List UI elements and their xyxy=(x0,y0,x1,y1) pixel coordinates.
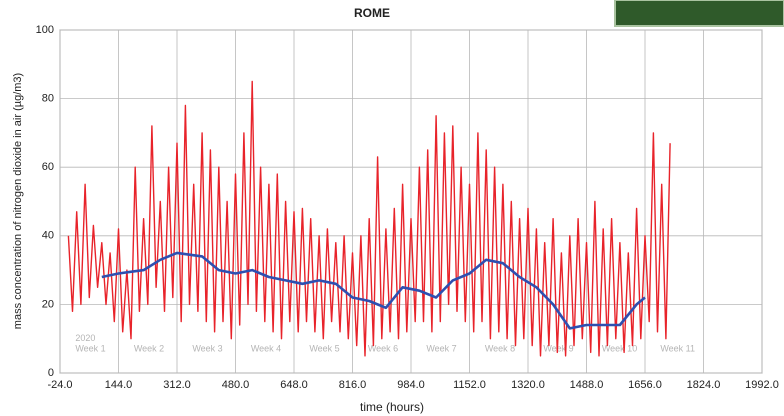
x-tick-label: 816.0 xyxy=(339,379,367,391)
x-tick-label: 1488.0 xyxy=(570,379,604,391)
annotation: Week 4 xyxy=(251,343,281,353)
x-tick-label: 1992.0 xyxy=(745,379,779,391)
annotation: Week 2 xyxy=(134,343,164,353)
x-tick-label: 1152.0 xyxy=(453,379,486,391)
x-tick-label: 480.0 xyxy=(222,379,250,391)
x-tick-label: 984.0 xyxy=(397,379,425,391)
line-series xyxy=(101,251,646,330)
annotation: Week 7 xyxy=(426,343,456,353)
x-tick-label: 1320.0 xyxy=(511,379,545,391)
x-tick-label: -24.0 xyxy=(47,379,72,391)
annotation: Week 1 xyxy=(75,343,105,353)
annotation: Week 8 xyxy=(485,343,515,353)
y-tick-label: 0 xyxy=(48,367,54,379)
y-tick-label: 20 xyxy=(42,298,54,310)
y-tick-label: 40 xyxy=(42,230,54,242)
x-tick-label: 1824.0 xyxy=(687,379,721,391)
y-axis-label: mass concentration of nitrogen dioxide i… xyxy=(12,73,24,329)
annotation: Week 3 xyxy=(192,343,222,353)
y-tick-label: 60 xyxy=(42,161,54,173)
x-tick-label: 648.0 xyxy=(280,379,308,391)
x-tick-label: 144.0 xyxy=(105,379,133,391)
y-tick-label: 100 xyxy=(36,24,54,36)
annotation: Week 5 xyxy=(309,343,339,353)
x-tick-label: 1656.0 xyxy=(628,379,662,391)
annotation: Week 6 xyxy=(368,343,398,353)
x-axis-label: time (hours) xyxy=(360,400,424,414)
annotation: Week 10 xyxy=(602,343,637,353)
y-tick-label: 80 xyxy=(42,93,54,105)
header-block xyxy=(614,0,784,27)
chart-title: ROME xyxy=(354,6,390,20)
line-series xyxy=(67,80,671,357)
annotation: 2020 xyxy=(75,333,95,343)
annotation: Week 9 xyxy=(543,343,573,353)
x-tick-label: 312.0 xyxy=(163,379,191,391)
annotation: Week 11 xyxy=(660,343,695,353)
